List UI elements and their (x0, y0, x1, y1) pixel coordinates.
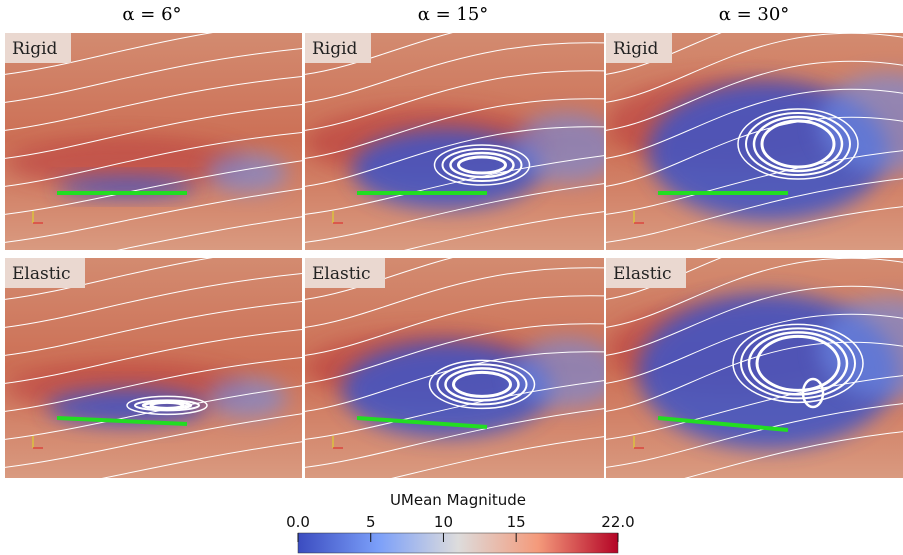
column-title: α = 6° (122, 4, 181, 25)
row-label: Elastic (312, 264, 371, 284)
colorbar (298, 533, 618, 553)
colorbar-tick-label: 0.0 (286, 513, 310, 531)
colorbar-tick-label: 10 (434, 513, 453, 531)
row-label: Rigid (613, 39, 659, 59)
row-label: Rigid (312, 39, 358, 59)
figure: Rigid Rigid Rigid Elastic Elastic Elastic α =… (0, 0, 903, 555)
column-title: α = 30° (719, 4, 790, 25)
colorbar-tick-label: 15 (507, 513, 526, 531)
row-label: Elastic (12, 264, 71, 284)
row-label: Rigid (12, 39, 58, 59)
column-title: α = 15° (418, 4, 489, 25)
colorbar-title: UMean Magnitude (390, 491, 526, 509)
wake (207, 378, 287, 418)
colorbar-tick-label: 22.0 (601, 513, 634, 531)
wake (207, 153, 287, 193)
panels: Rigid Rigid Rigid Elastic Elastic Elastic (0, 5, 903, 496)
colorbar-tick-label: 5 (366, 513, 376, 531)
wake (512, 113, 622, 183)
row-label: Elastic (613, 264, 672, 284)
